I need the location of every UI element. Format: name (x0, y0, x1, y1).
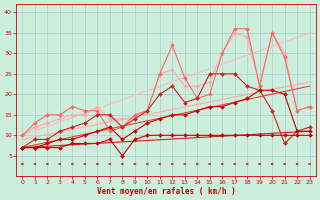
X-axis label: Vent moyen/en rafales ( km/h ): Vent moyen/en rafales ( km/h ) (97, 187, 236, 196)
